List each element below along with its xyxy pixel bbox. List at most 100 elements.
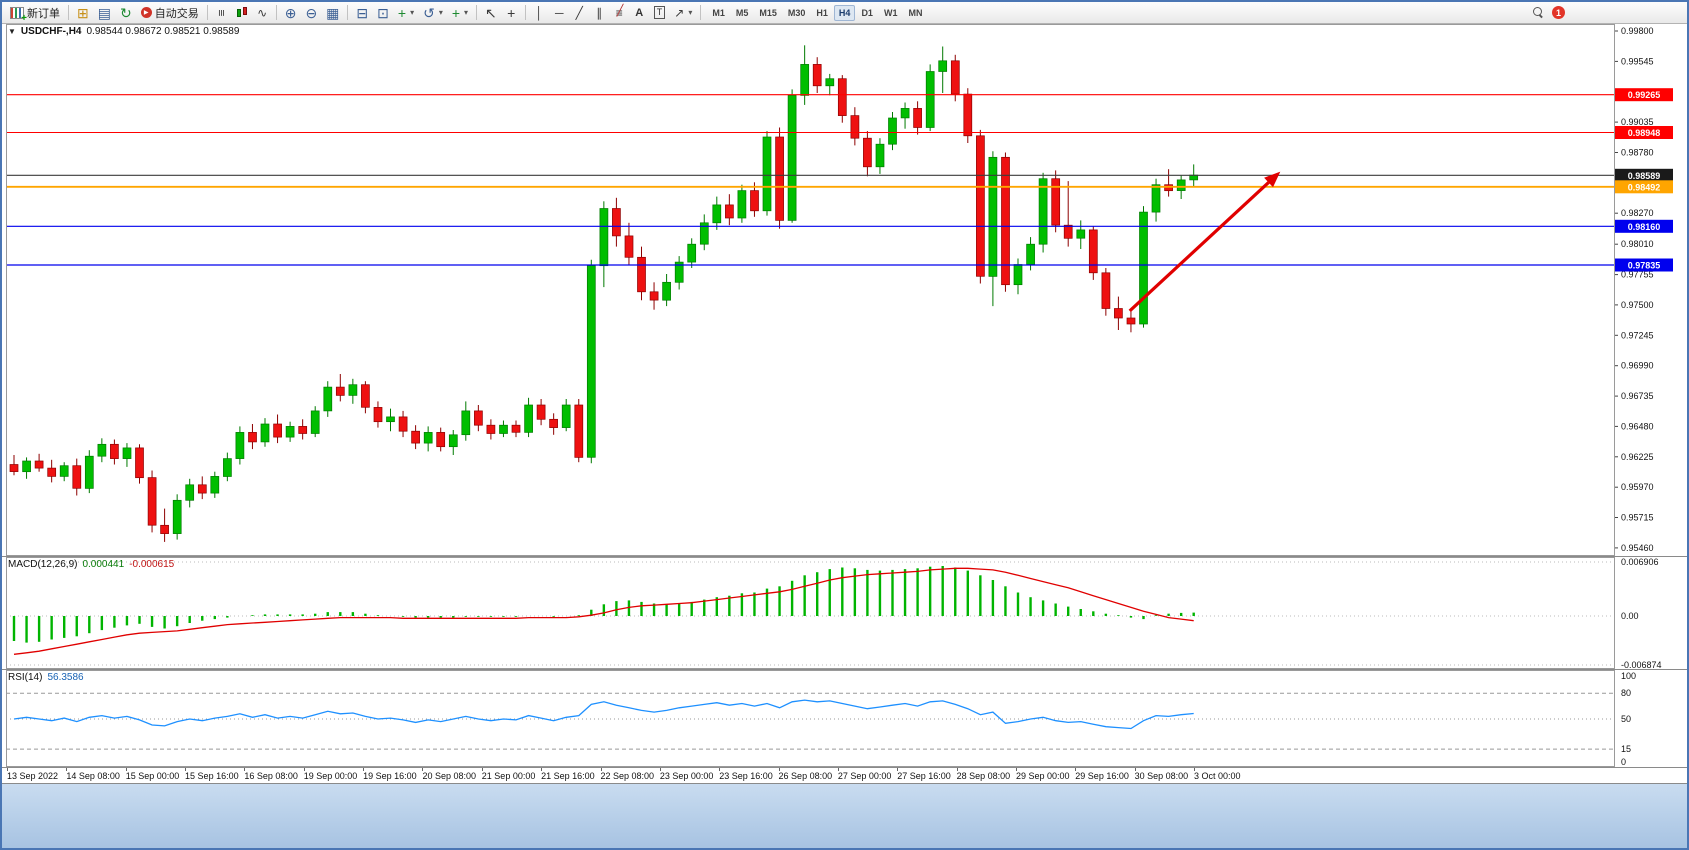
timeframe-m30[interactable]: M30 — [787, 7, 806, 18]
refresh-button[interactable]: ↻ — [116, 3, 136, 22]
time-label: 21 Sep 16:00 — [541, 768, 595, 781]
separator — [347, 5, 349, 20]
text-label-button[interactable]: T — [650, 3, 670, 22]
arrows-tool-button[interactable]: ↗ ▾ — [670, 3, 696, 22]
cascade-windows-icon: ⊡ — [377, 4, 389, 21]
time-axis[interactable]: 13 Sep 2022 14 Sep 08:00 15 Sep 00:00 15 Se… — [2, 768, 1687, 784]
arrange-windows-button[interactable]: ⊟ — [352, 3, 372, 22]
zoom-in-icon: ⊕ — [284, 4, 297, 21]
svg-text:0.97755: 0.97755 — [1621, 270, 1654, 280]
svg-text:0.99035: 0.99035 — [1621, 117, 1654, 127]
rsi-chart[interactable]: 100 80 50 15 0 — [2, 670, 1687, 767]
timeframe-m5[interactable]: M5 — [735, 7, 749, 18]
vertical-line-button[interactable]: │ — [530, 3, 549, 22]
candlestick-chart[interactable]: 0.998000.995450.992900.990350.987800.985… — [2, 24, 1687, 556]
crosshair-button[interactable]: + — [502, 3, 521, 22]
timeframe-h4[interactable]: H4 — [833, 4, 856, 21]
arrows-tool-icon: ↗ — [674, 5, 685, 20]
time-label: 15 Sep 16:00 — [185, 768, 239, 781]
chevron-down-icon: ▾ — [688, 8, 693, 17]
time-label: 29 Sep 16:00 — [1075, 768, 1129, 781]
time-label: 16 Sep 08:00 — [244, 768, 298, 781]
time-label: 15 Sep 00:00 — [125, 768, 180, 781]
cascade-windows-button[interactable]: ⊡ — [373, 3, 393, 22]
cycle-charts-button[interactable]: ↺ ▾ — [419, 3, 447, 22]
one-click-toggle[interactable]: ▼ — [8, 27, 16, 36]
new-chart-button[interactable]: ⊞ — [73, 3, 93, 22]
candlestick-chart-button[interactable] — [232, 3, 252, 22]
channel-button[interactable]: ∥ — [590, 3, 609, 22]
svg-text:15: 15 — [1621, 744, 1631, 754]
time-label: 19 Sep 16:00 — [363, 768, 417, 781]
text-label-icon: T — [653, 6, 666, 19]
timeframe-m15[interactable]: M15 — [759, 7, 777, 18]
time-label: 23 Sep 16:00 — [719, 768, 773, 781]
fibonacci-button[interactable]: ≡ — [610, 3, 629, 22]
svg-text:0.98589: 0.98589 — [1628, 171, 1661, 181]
candlestick-icon — [236, 6, 248, 21]
time-label: 28 Sep 08:00 — [956, 768, 1011, 781]
new-order-icon — [10, 6, 27, 24]
text-button[interactable]: A — [630, 3, 649, 22]
svg-text:0.98780: 0.98780 — [1621, 148, 1654, 158]
zoom-in-button[interactable]: ⊕ — [281, 3, 301, 22]
add-chart-button[interactable]: + ▾ — [394, 3, 418, 22]
channel-icon: ∥ — [596, 5, 603, 20]
macd-chart[interactable]: 0.006906 0.00 -0.006874 — [2, 557, 1687, 669]
svg-text:0.98948: 0.98948 — [1628, 128, 1661, 138]
chevron-down-icon: ▾ — [410, 8, 415, 17]
time-label: 30 Sep 08:00 — [1134, 768, 1189, 781]
svg-text:50: 50 — [1621, 714, 1631, 724]
svg-text:0.97245: 0.97245 — [1621, 330, 1654, 340]
profiles-button[interactable]: ▤ — [94, 3, 115, 22]
svg-text:0.96990: 0.96990 — [1621, 361, 1654, 371]
svg-text:0: 0 — [1621, 757, 1626, 767]
separator — [206, 5, 208, 20]
line-chart-button[interactable]: ∿ — [253, 3, 272, 22]
timeframe-mn[interactable]: MN — [908, 7, 923, 18]
indicators-icon: + — [451, 4, 461, 21]
tile-windows-button[interactable]: ▦ — [322, 3, 343, 22]
time-label: 23 Sep 00:00 — [659, 768, 714, 781]
svg-text:0.96480: 0.96480 — [1621, 421, 1654, 431]
timeframe-w1[interactable]: W1 — [883, 7, 898, 18]
bottom-panel — [2, 784, 1687, 848]
bar-chart-button[interactable]: ≡ — [212, 3, 231, 22]
svg-text:0.006906: 0.006906 — [1621, 557, 1659, 567]
refresh-icon: ↻ — [119, 4, 132, 21]
crosshair-icon: + — [507, 4, 516, 21]
zoom-out-button[interactable]: ⊖ — [301, 3, 321, 22]
svg-text:100: 100 — [1621, 671, 1636, 681]
svg-text:0.95715: 0.95715 — [1621, 513, 1654, 523]
time-label: 14 Sep 08:00 — [66, 768, 120, 781]
time-label: 19 Sep 00:00 — [303, 768, 358, 781]
timeframe-h1[interactable]: H1 — [816, 7, 828, 18]
search-icon[interactable] — [1533, 7, 1544, 18]
notification-badge[interactable]: 1 — [1552, 6, 1565, 19]
line-chart-icon: ∿ — [257, 5, 268, 20]
svg-text:0.98492: 0.98492 — [1628, 182, 1661, 192]
chart-area: 0.998000.995450.992900.990350.987800.985… — [2, 24, 1687, 784]
timeframe-m1[interactable]: M1 — [712, 7, 725, 18]
new-order-button[interactable]: 新订单 — [6, 3, 64, 24]
svg-text:0.96225: 0.96225 — [1621, 452, 1654, 462]
arrange-windows-icon: ⊟ — [356, 4, 369, 21]
svg-text:0.98010: 0.98010 — [1621, 239, 1654, 249]
timeframe-d1[interactable]: D1 — [861, 7, 873, 18]
separator — [700, 5, 702, 20]
time-label: 20 Sep 08:00 — [422, 768, 476, 781]
horizontal-line-button[interactable]: ─ — [550, 3, 569, 22]
autotrading-button[interactable]: ▶ 自动交易 — [137, 3, 203, 22]
indicators-button[interactable]: + ▾ — [448, 3, 472, 22]
cursor-button[interactable]: ↖ — [481, 3, 501, 22]
cursor-icon: ↖ — [485, 4, 497, 21]
trendline-button[interactable]: ╱ — [570, 3, 589, 22]
macd-pane: 0.006906 0.00 -0.006874 MACD(12,26,9) 0.00… — [2, 557, 1687, 670]
svg-text:0.99265: 0.99265 — [1628, 90, 1661, 100]
svg-text:0.96735: 0.96735 — [1621, 391, 1654, 401]
time-label: 13 Sep 2022 — [7, 768, 59, 781]
svg-text:-0.006874: -0.006874 — [1621, 660, 1662, 669]
chevron-down-icon: ▾ — [438, 8, 443, 17]
svg-text:0.99545: 0.99545 — [1621, 56, 1654, 66]
svg-text:0.99800: 0.99800 — [1621, 26, 1654, 36]
